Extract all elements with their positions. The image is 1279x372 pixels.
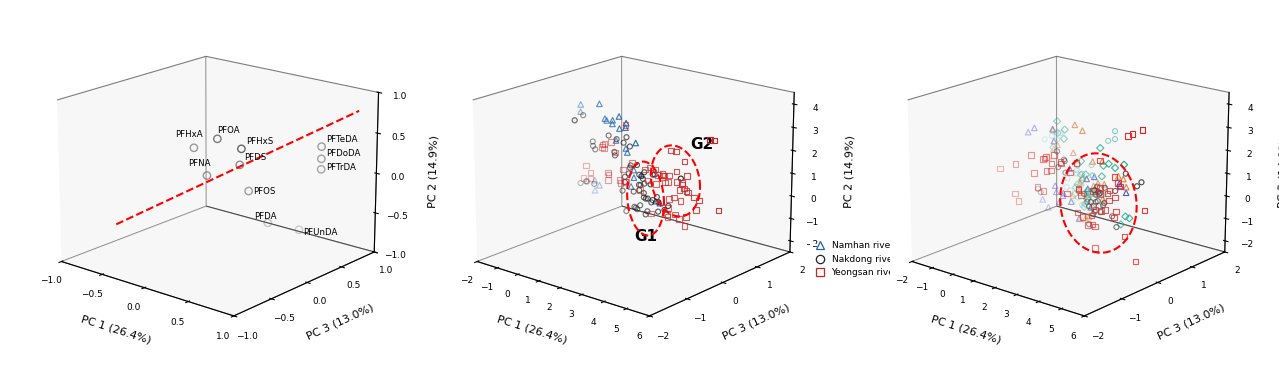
X-axis label: PC 1 (26.4%): PC 1 (26.4%): [79, 314, 152, 346]
Y-axis label: PC 3 (13.0%): PC 3 (13.0%): [721, 302, 792, 342]
Y-axis label: PC 3 (13.0%): PC 3 (13.0%): [1156, 302, 1227, 342]
Legend: Namhan river, Nakdong river, Yeongsan river: Namhan river, Nakdong river, Yeongsan ri…: [811, 241, 898, 277]
X-axis label: PC 1 (26.4%): PC 1 (26.4%): [495, 314, 568, 346]
X-axis label: PC 1 (26.4%): PC 1 (26.4%): [930, 314, 1003, 346]
Y-axis label: PC 3 (13.0%): PC 3 (13.0%): [306, 302, 376, 342]
